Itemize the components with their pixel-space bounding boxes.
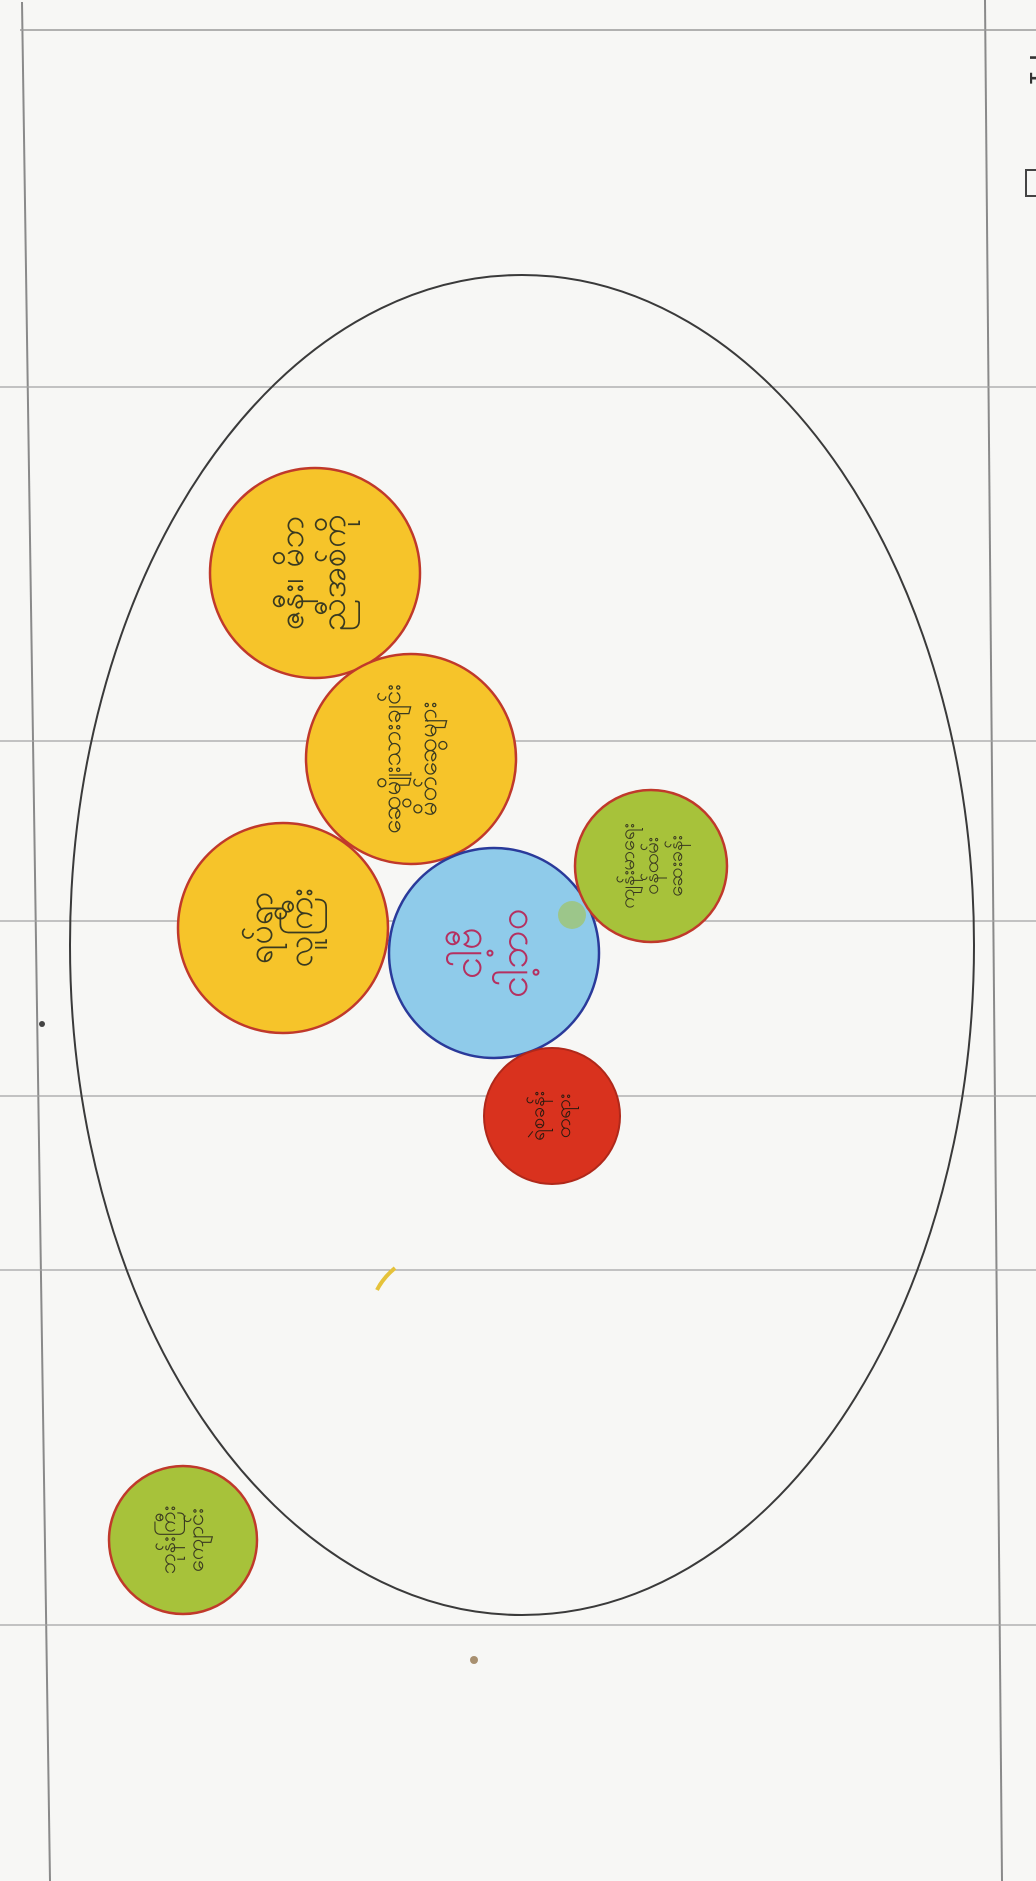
left-border-line [21, 1, 51, 1881]
margin-mark: P1 [1023, 54, 1036, 86]
circle-label-line: ဆေးခန်း [663, 835, 691, 896]
green-smudge [558, 901, 586, 929]
circle-outside-green: ဘုန်းကြီး ကျောင်း [107, 1464, 259, 1616]
circle-top: ဇနီး၊ မိဘ ညီအစ်ကို [208, 466, 422, 680]
circle-shape [176, 821, 390, 1035]
right-border-line [984, 0, 1003, 1881]
center-label-line: ငါ့ဘဝ [491, 908, 539, 998]
circle-label-line: ကျောင်း [183, 1508, 213, 1572]
margin-bracket-mark [1025, 169, 1036, 197]
circle-shape [107, 1464, 259, 1616]
circle-label-line: ကျန်းမာရေး [615, 823, 643, 908]
circle-label-line: လူကြီး [281, 888, 327, 968]
circle-upper-middle: ဆွေမျိုးသားချင်း မိတ်ဆွေများ [304, 652, 518, 866]
circle-label-line: ဝန်ထမ်း [639, 837, 667, 894]
circle-label-line: ရဲစခန်း [525, 1091, 553, 1140]
circle-label-line: မိတ်ဆွေများ [412, 702, 448, 817]
circle-label-line: ဘုန်းကြီး [154, 1506, 185, 1575]
stray-dot [39, 1021, 45, 1027]
circle-shape [208, 466, 422, 680]
stray-dot [470, 1656, 478, 1664]
circle-right-green: ကျန်းမာရေး ဝန်ထမ်း ဆေးခန်း [573, 788, 729, 944]
center-circle: ငါ့ဗီ ငါ့ဘဝ [387, 846, 601, 1060]
circle-label-line: တရား [551, 1094, 579, 1138]
stray-pencil-mark [375, 1266, 397, 1291]
circle-label-line: ညီအစ်ကို [314, 515, 360, 631]
circle-left: ရပ်ရွာ လူကြီး [176, 821, 390, 1035]
circle-shape [573, 788, 729, 944]
circle-label-line: ဇနီး၊ မိဘ [272, 516, 318, 631]
circle-shape [304, 652, 518, 866]
community-boundary-ellipse [69, 274, 975, 1616]
circle-bottom-red: ရဲစခန်း တရား [483, 1047, 621, 1185]
circle-shape [387, 846, 601, 1060]
circle-shape [483, 1047, 621, 1185]
circle-label-line: ဆွေမျိုးသားချင်း [376, 684, 412, 834]
center-label-line: ငါ့ဗီ [445, 927, 493, 979]
circle-label-line: ရပ်ရွာ [241, 892, 287, 964]
